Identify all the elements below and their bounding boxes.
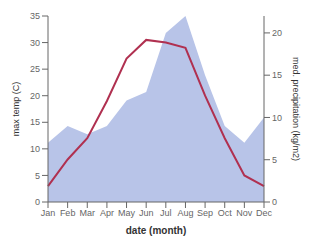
svg-text:30: 30 (30, 38, 40, 48)
svg-text:med. precipitation (kg/m2): med. precipitation (kg/m2) (291, 57, 301, 161)
svg-text:10: 10 (30, 144, 40, 154)
svg-text:Apr: Apr (100, 208, 114, 218)
svg-text:25: 25 (30, 64, 40, 74)
svg-text:Nov: Nov (236, 208, 253, 218)
svg-text:20: 20 (272, 28, 282, 38)
svg-text:15: 15 (272, 70, 282, 80)
svg-text:max temp (C): max temp (C) (11, 82, 21, 137)
svg-text:5: 5 (272, 155, 277, 165)
svg-text:Feb: Feb (60, 208, 76, 218)
svg-text:35: 35 (30, 11, 40, 21)
svg-text:Mar: Mar (80, 208, 96, 218)
svg-text:Jun: Jun (139, 208, 154, 218)
svg-text:0: 0 (272, 197, 277, 207)
svg-text:Jul: Jul (160, 208, 172, 218)
svg-text:15: 15 (30, 117, 40, 127)
svg-text:Jan: Jan (41, 208, 56, 218)
svg-text:20: 20 (30, 91, 40, 101)
svg-text:Aug: Aug (177, 208, 193, 218)
svg-text:date (month): date (month) (126, 225, 187, 236)
svg-text:Oct: Oct (218, 208, 233, 218)
svg-text:May: May (118, 208, 136, 218)
svg-text:10: 10 (272, 113, 282, 123)
svg-text:Sep: Sep (197, 208, 213, 218)
svg-text:5: 5 (35, 171, 40, 181)
svg-text:0: 0 (35, 197, 40, 207)
svg-text:Dec: Dec (256, 208, 273, 218)
